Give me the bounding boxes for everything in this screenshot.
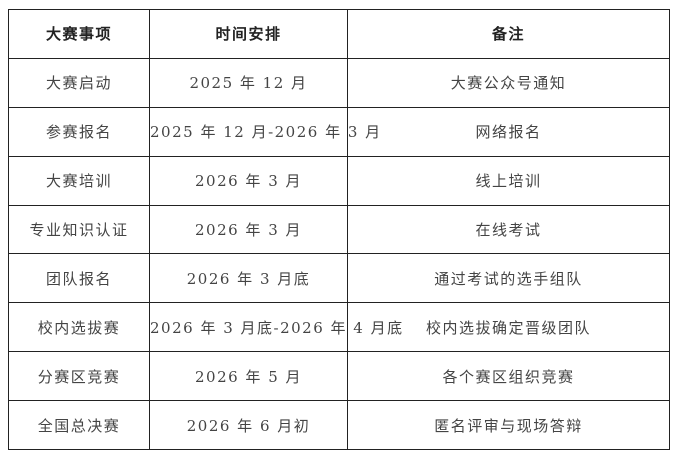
table-row: 校内选拔赛 2026 年 3 月底-2026 年 4 月底 校内选拔确定晋级团队: [8, 302, 670, 353]
table-row: 专业知识认证 2026 年 3 月在线考试: [8, 204, 670, 255]
header-notes: 备注: [347, 9, 670, 59]
event-cell: 参赛报名: [8, 106, 150, 157]
notes-cell: 各个赛区组织竞赛: [347, 351, 670, 402]
notes-cell: 在线考试: [347, 204, 670, 255]
event-cell: 专业知识认证: [8, 204, 150, 255]
time-cell: 2026 年 3 月: [149, 204, 348, 255]
notes-cell: 线上培训: [347, 155, 670, 206]
notes-cell: 网络报名: [347, 106, 670, 157]
table-row: 大赛培训 2026 年 3 月线上培训: [8, 155, 670, 206]
time-cell: 2026 年 3 月底: [149, 253, 348, 304]
time-cell: 2026 年 5 月: [149, 351, 348, 402]
header-event: 大赛事项: [8, 9, 150, 59]
header-row: 大赛事项 时间安排 备注: [8, 9, 670, 59]
table-row: 大赛启动 2025 年 12 月大赛公众号通知: [8, 57, 670, 108]
event-cell: 大赛启动: [8, 57, 150, 108]
event-cell: 分赛区竞赛: [8, 351, 150, 402]
event-cell: 全国总决赛: [8, 400, 150, 451]
time-cell: 2026 年 3 月底-2026 年 4 月底: [149, 302, 402, 353]
table-row: 团队报名 2026 年 3 月底 通过考试的选手组队: [8, 253, 670, 304]
time-cell: 2026 年 6 月初: [149, 400, 348, 451]
time-cell: 2025 年 12 月: [149, 57, 348, 108]
event-cell: 大赛培训: [8, 155, 150, 206]
notes-cell: 通过考试的选手组队: [347, 253, 670, 304]
schedule-table: 大赛事项 时间安排 备注 大赛启动 2025 年 12 月大赛公众号通知 参赛报名 2…: [8, 9, 670, 451]
notes-cell: 大赛公众号通知: [347, 57, 670, 108]
table-row: 参赛报名 2025 年 12 月-2026 年 3 月网络报名: [8, 106, 670, 157]
event-cell: 团队报名: [8, 253, 150, 304]
table-row: 全国总决赛 2026 年 6 月初 匿名评审与现场答辩: [8, 400, 670, 451]
event-cell: 校内选拔赛: [8, 302, 150, 353]
time-cell: 2026 年 3 月: [149, 155, 348, 206]
table-row: 分赛区竞赛 2026 年 5 月各个赛区组织竞赛: [8, 351, 670, 402]
notes-cell: 校内选拔确定晋级团队: [347, 302, 670, 353]
header-time: 时间安排: [149, 9, 348, 59]
notes-cell: 匿名评审与现场答辩: [347, 400, 670, 451]
time-cell: 2025 年 12 月-2026 年 3 月: [149, 106, 380, 157]
